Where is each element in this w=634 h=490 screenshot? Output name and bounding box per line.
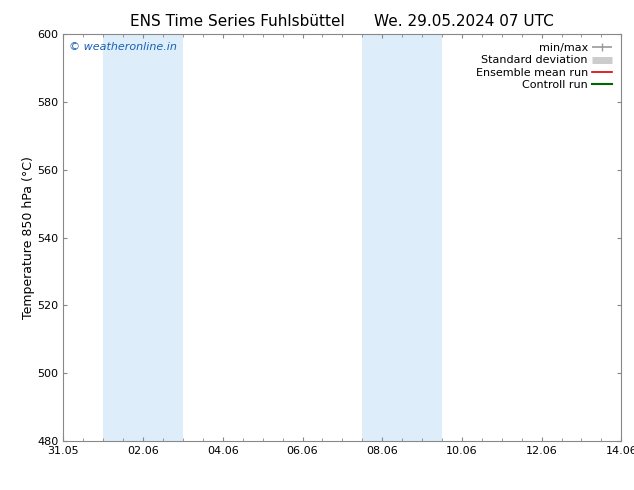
Bar: [362, 34, 442, 441]
Text: © weatheronline.in: © weatheronline.in: [69, 43, 177, 52]
Bar: [103, 34, 183, 441]
Legend: min/max, Standard deviation, Ensemble mean run, Controll run: min/max, Standard deviation, Ensemble me…: [472, 40, 616, 93]
Title: ENS Time Series Fuhlsbüttel      We. 29.05.2024 07 UTC: ENS Time Series Fuhlsbüttel We. 29.05.20…: [131, 14, 554, 29]
Y-axis label: Temperature 850 hPa (°C): Temperature 850 hPa (°C): [22, 156, 34, 319]
